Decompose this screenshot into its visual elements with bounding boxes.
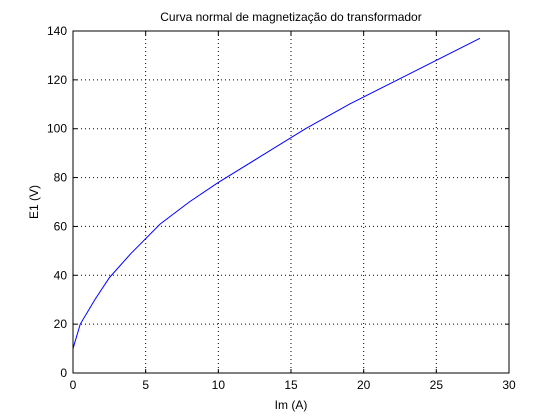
y-axis-title: E1 (V)	[27, 185, 41, 219]
x-tick-label: 25	[430, 378, 444, 392]
y-tick-label: 40	[54, 268, 68, 282]
chart-title: Curva normal de magnetização do transfor…	[160, 10, 421, 24]
plot-area	[73, 31, 509, 373]
y-tick-label: 100	[47, 122, 67, 136]
y-tick-label: 0	[60, 366, 67, 380]
x-tick-label: 15	[284, 378, 298, 392]
x-axis-title: Im (A)	[275, 398, 308, 412]
x-tick-label: 5	[142, 378, 149, 392]
x-tick-label: 30	[502, 378, 516, 392]
y-tick-label: 120	[47, 73, 67, 87]
y-tick-label: 20	[54, 317, 68, 331]
y-tick-label: 80	[54, 171, 68, 185]
y-tick-label: 60	[54, 219, 68, 233]
x-tick-label: 0	[70, 378, 77, 392]
x-tick-label: 20	[357, 378, 371, 392]
x-tick-label: 10	[212, 378, 226, 392]
y-tick-label: 140	[47, 24, 67, 38]
